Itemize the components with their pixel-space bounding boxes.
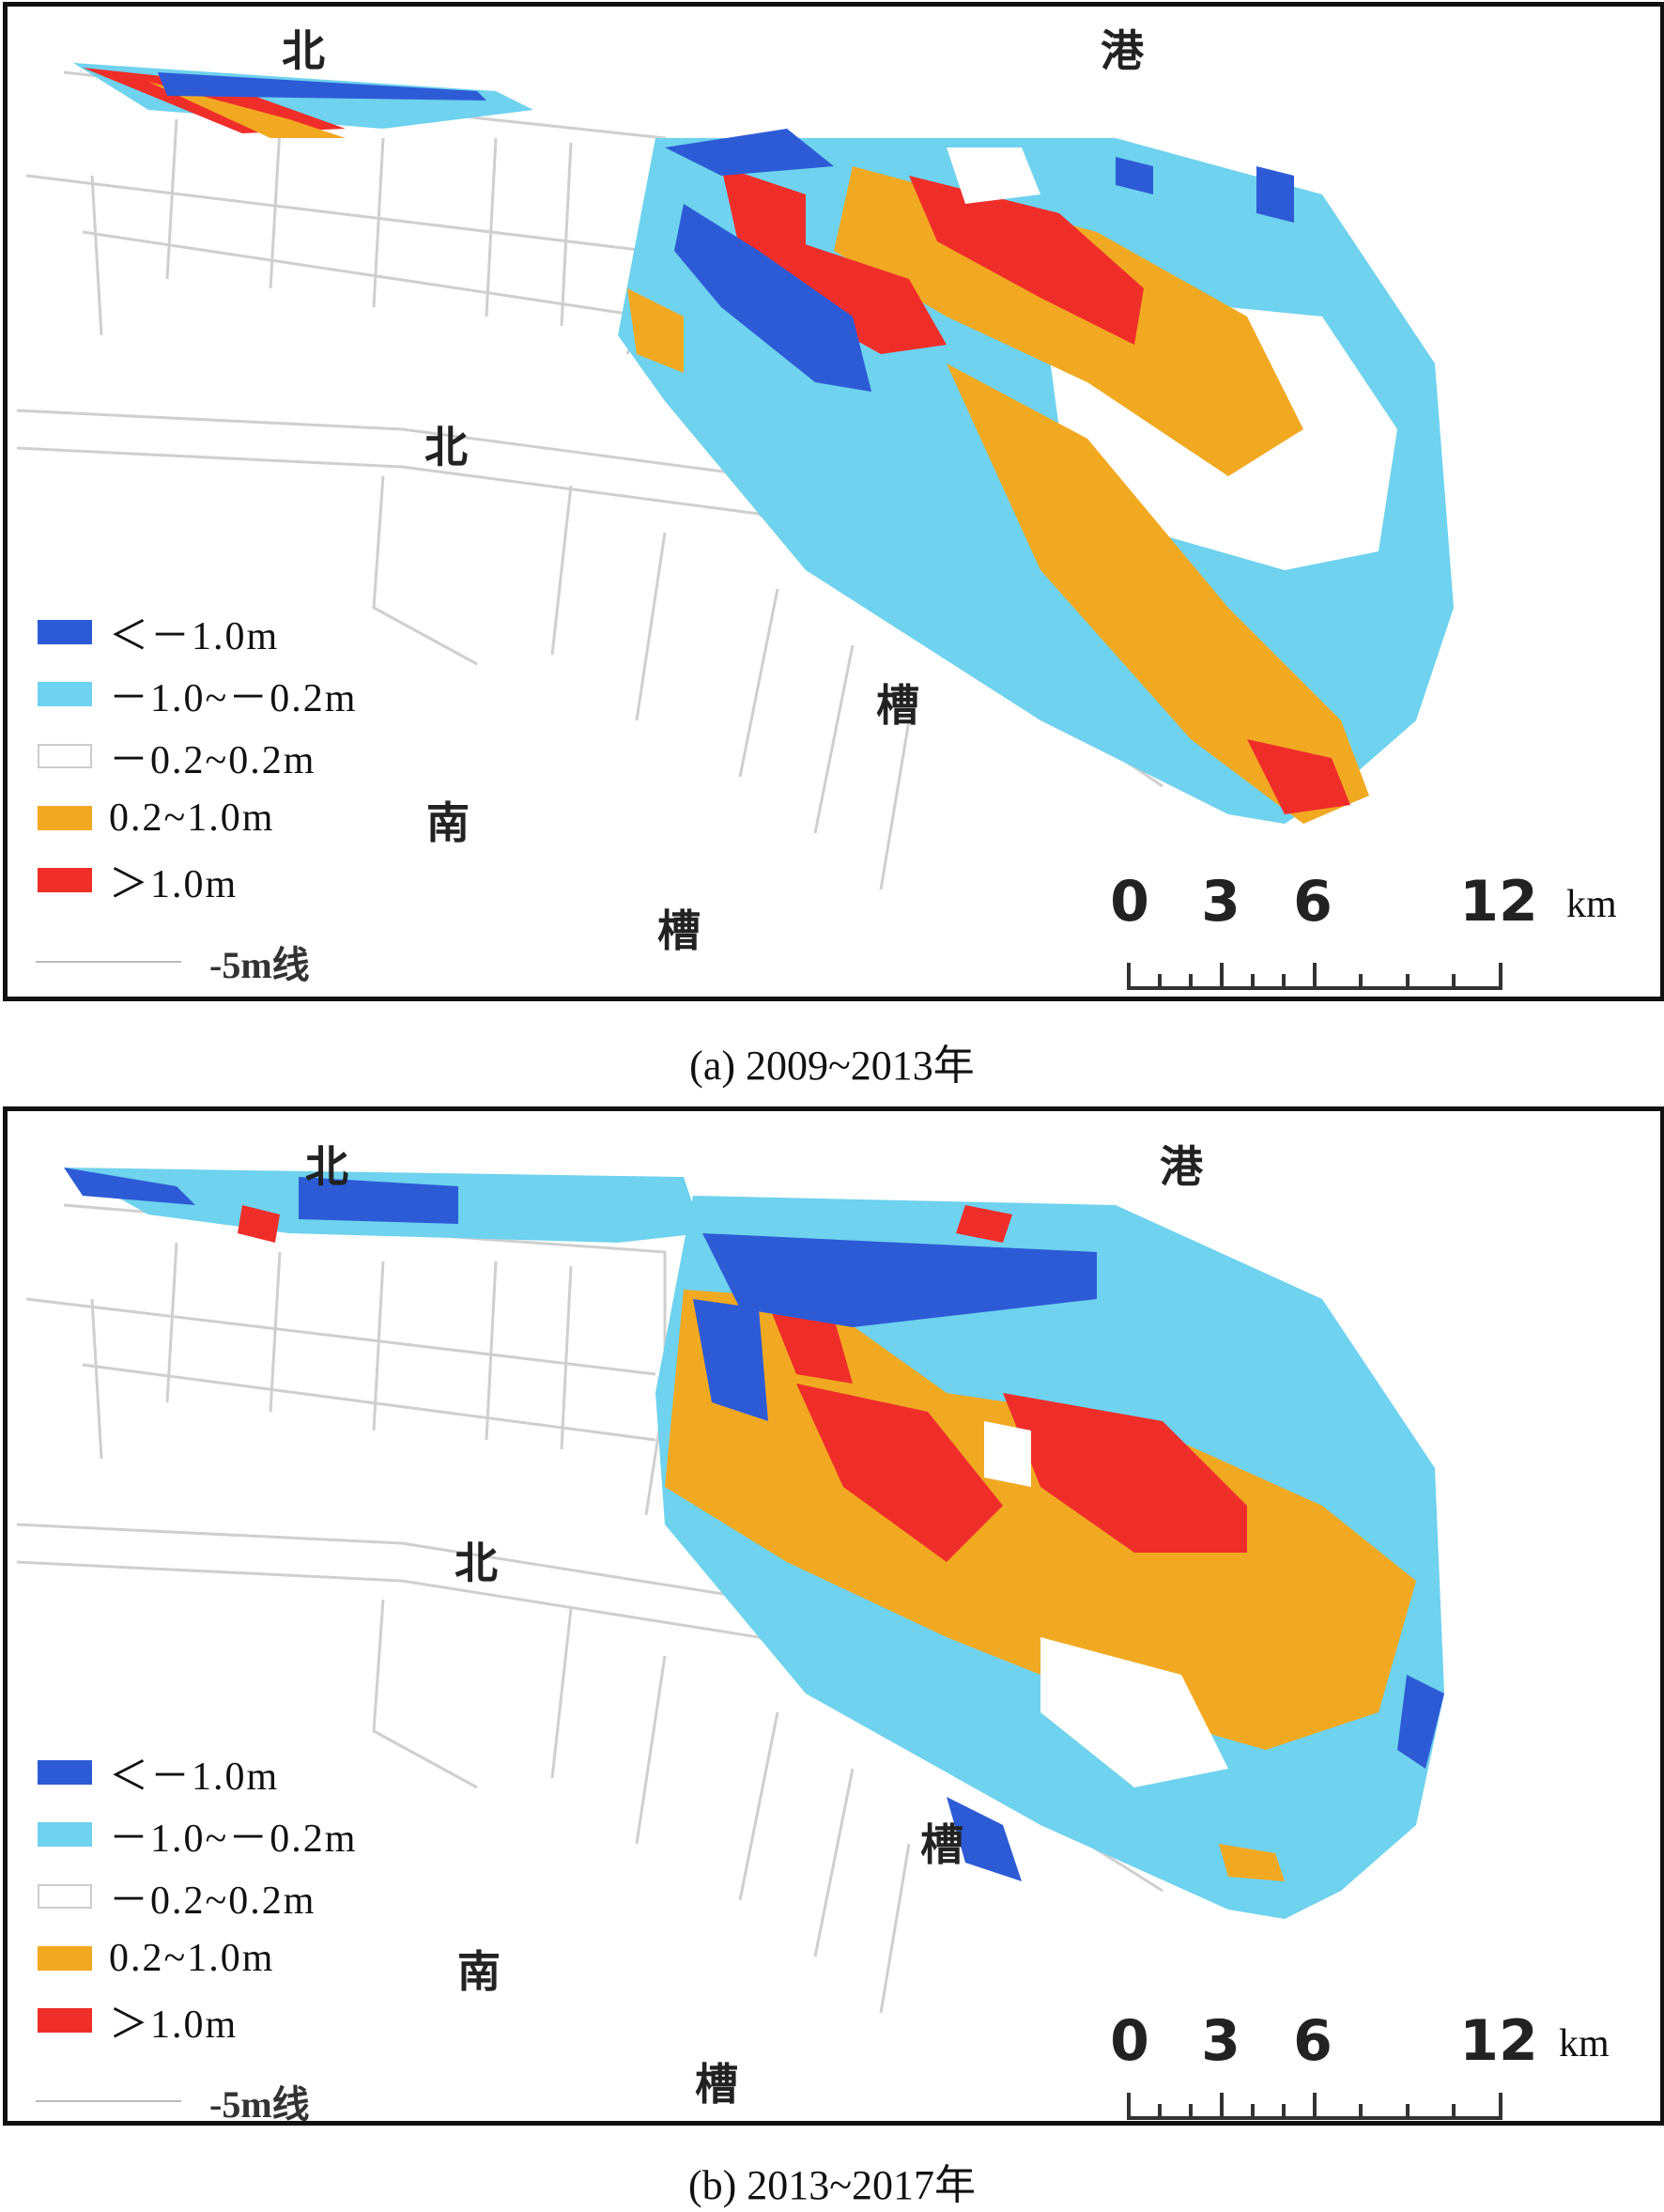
place-label-bei-mid: 北: [424, 422, 468, 472]
scale-tick: [1406, 2104, 1410, 2120]
legend-item: ＜－1.0m: [38, 609, 279, 658]
place-label-bei-top: 北: [282, 25, 325, 76]
scale-tick: [1499, 963, 1502, 990]
scale-tick: [1406, 974, 1410, 990]
place-label-bei-top: 北: [305, 1141, 348, 1192]
scale-tick: [1127, 963, 1131, 990]
scale-tick: [1251, 2104, 1255, 2120]
legend-swatch: [38, 1760, 92, 1785]
legend-label: －0.2~0.2m: [109, 738, 316, 782]
contour-legend-a: -5m线: [36, 935, 310, 989]
map-frame-a: [3, 2, 1664, 1001]
legend-swatch: [38, 2008, 92, 2033]
place-label-gang: 港: [1101, 25, 1144, 76]
legend-label: ＜－1.0m: [109, 1755, 280, 1799]
legend-label: ＞1.0m: [109, 2003, 239, 2047]
legend-swatch: [38, 620, 92, 644]
caption-a: (a) 2009~2013年: [689, 1043, 975, 1089]
scale-tick: [1189, 974, 1193, 990]
contour-line-sample: [36, 2100, 181, 2102]
legend-swatch: [38, 744, 92, 768]
legend-item: ＜－1.0m: [38, 1749, 279, 1799]
scale-tick: [1189, 2104, 1193, 2120]
scale-tick: [1359, 2104, 1363, 2120]
legend-item: 0.2~1.0m: [38, 1935, 274, 1982]
legend-label: －0.2~0.2m: [109, 1879, 316, 1923]
scale-tick: [1251, 974, 1255, 990]
legend-label: ＞1.0m: [109, 862, 239, 906]
scale-tick: [1220, 963, 1224, 990]
scale-label-6: 6: [1293, 2008, 1333, 2074]
scale-tick: [1452, 974, 1456, 990]
scale-unit: km: [1566, 883, 1617, 926]
legend-item: ＞1.0m: [38, 857, 238, 906]
contour-legend-b: -5m线: [36, 2074, 310, 2128]
scale-label-3: 3: [1201, 2008, 1240, 2074]
scale-label-3: 3: [1201, 869, 1240, 935]
place-label-cao-bottom: 槽: [695, 2059, 738, 2110]
place-label-cao-mid: 槽: [876, 680, 919, 731]
contour-line-sample: [36, 961, 181, 963]
scale-bar-b: 0 3 6 12 km: [1110, 2008, 1643, 2126]
legend-swatch: [38, 1884, 92, 1909]
legend-swatch: [38, 1822, 92, 1847]
map-frame-b: [3, 1106, 1664, 2126]
legend-swatch: [38, 806, 92, 830]
place-label-nan: 南: [426, 797, 470, 848]
scale-tick: [1313, 2093, 1317, 2120]
scale-tick: [1359, 974, 1363, 990]
place-label-nan: 南: [457, 1946, 501, 1997]
scale-label-6: 6: [1293, 869, 1333, 935]
scale-label-12: 12: [1459, 869, 1538, 935]
place-label-bei-mid: 北: [455, 1538, 498, 1588]
scale-tick: [1158, 974, 1162, 990]
scale-tick: [1282, 974, 1286, 990]
scale-tick: [1158, 2104, 1162, 2120]
legend-swatch: [38, 1946, 92, 1971]
contour-label: -5m线: [209, 2083, 310, 2126]
scale-label-0: 0: [1110, 869, 1149, 935]
legend-label: －1.0~－0.2m: [109, 676, 358, 720]
legend-item: －0.2~0.2m: [38, 1873, 316, 1923]
scale-unit: km: [1559, 2022, 1610, 2065]
scale-tick: [1313, 963, 1317, 990]
scale-tick: [1499, 2093, 1502, 2120]
scale-tick: [1127, 2093, 1131, 2120]
legend-label: 0.2~1.0m: [109, 797, 275, 840]
scale-bar-a: 0 3 6 12 km: [1110, 869, 1643, 1000]
legend-item: ＞1.0m: [38, 1997, 238, 2047]
legend-item: －0.2~0.2m: [38, 733, 316, 782]
legend-swatch: [38, 682, 92, 706]
place-label-gang: 港: [1160, 1141, 1203, 1192]
scale-tick: [1452, 2104, 1456, 2120]
legend-item: －1.0~－0.2m: [38, 671, 357, 720]
legend-label: 0.2~1.0m: [109, 1937, 275, 1980]
map-b: [16, 1168, 1444, 2014]
legend-swatch: [38, 868, 92, 892]
scale-tick: [1220, 2093, 1224, 2120]
place-label-cao-mid: 槽: [920, 1819, 963, 1870]
scale-label-0: 0: [1110, 2008, 1149, 2074]
scale-tick: [1282, 2104, 1286, 2120]
scale-label-12: 12: [1459, 2008, 1538, 2074]
legend-label: ＜－1.0m: [109, 614, 280, 658]
legend-item: －1.0~－0.2m: [38, 1811, 357, 1861]
legend-label: －1.0~－0.2m: [109, 1817, 358, 1861]
legend-item: 0.2~1.0m: [38, 795, 274, 842]
contour-label: -5m线: [209, 944, 310, 986]
caption-b: (b) 2013~2017年: [687, 2162, 977, 2208]
map-a: [16, 63, 1454, 890]
place-label-cao-bottom: 槽: [657, 905, 701, 956]
